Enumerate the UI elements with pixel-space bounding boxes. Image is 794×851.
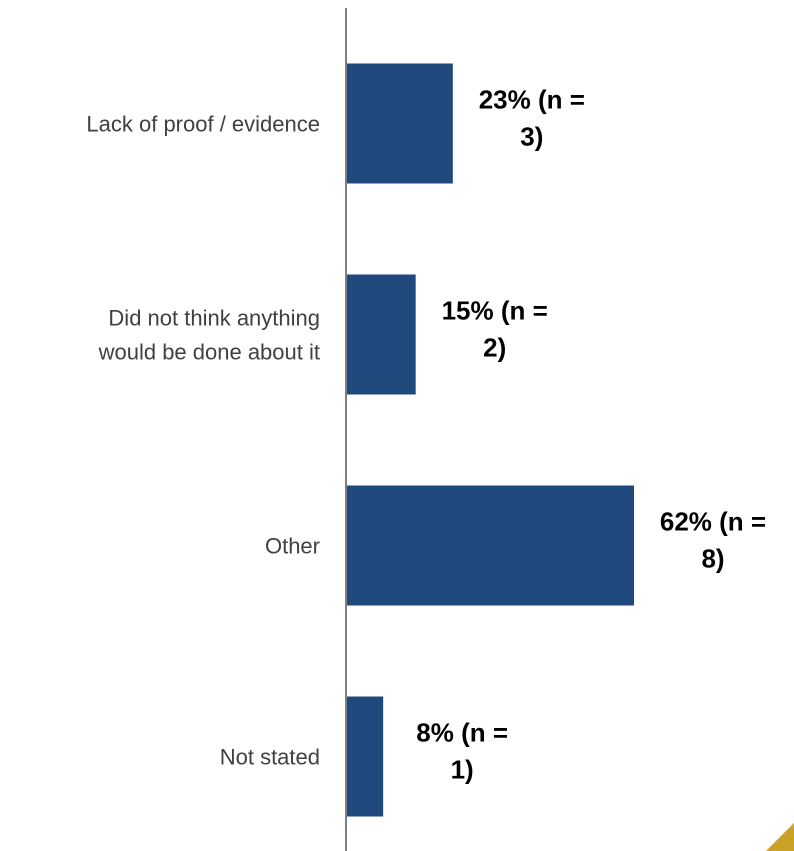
- category-label: Not stated: [220, 745, 320, 770]
- data-label-line: 62% (n =: [660, 507, 766, 537]
- bar: [346, 274, 416, 395]
- bars-group: [346, 63, 634, 817]
- data-labels: 23% (n = 3) 15% (n = 2) 62% (n = 8) 8% (n = 1): [416, 85, 766, 785]
- category-label: Lack of proof / evidence: [86, 112, 320, 137]
- category-labels: Lack of proof / evidence Did not think an…: [86, 112, 320, 770]
- category-label-line: Lack of proof / evidence: [86, 112, 320, 137]
- corner-accent-shape: [766, 823, 794, 851]
- data-label-line: 15% (n =: [442, 296, 548, 326]
- data-label-line: 2): [483, 333, 506, 363]
- data-label: 8% (n = 1): [416, 718, 508, 785]
- data-label: 23% (n = 3): [479, 85, 585, 152]
- category-label-line: Did not think anything: [108, 306, 320, 331]
- data-label: 62% (n = 8): [660, 507, 766, 574]
- category-label-line: Other: [265, 534, 320, 559]
- data-label-line: 3): [520, 122, 543, 152]
- data-label: 15% (n = 2): [442, 296, 548, 363]
- data-label-line: 23% (n =: [479, 85, 585, 115]
- category-label: Did not think anything would be done abou…: [98, 306, 320, 365]
- bar: [346, 696, 384, 817]
- category-label-line: would be done about it: [98, 340, 320, 365]
- bar: [346, 63, 453, 184]
- data-label-line: 1): [451, 755, 474, 785]
- category-label: Other: [265, 534, 320, 559]
- category-label-line: Not stated: [220, 745, 320, 770]
- data-label-line: 8% (n =: [416, 718, 508, 748]
- data-label-line: 8): [701, 544, 724, 574]
- bar: [346, 485, 634, 606]
